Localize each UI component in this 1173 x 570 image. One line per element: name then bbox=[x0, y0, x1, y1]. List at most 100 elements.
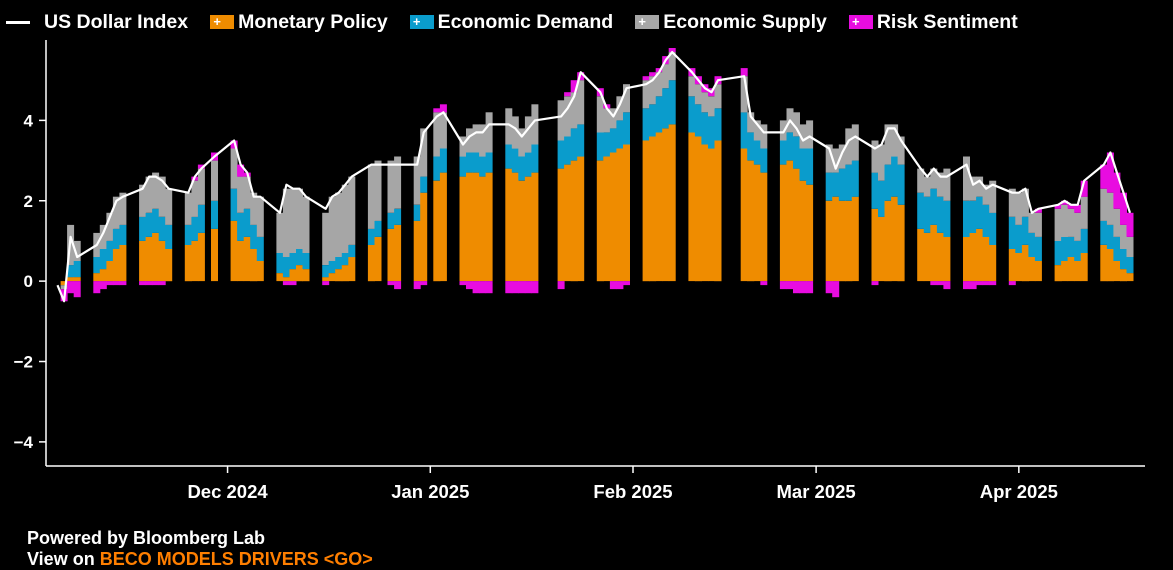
bar-economic-demand bbox=[943, 200, 951, 237]
bar-economic-supply bbox=[609, 108, 617, 129]
bar-economic-supply bbox=[557, 100, 565, 141]
bar-risk-sentiment bbox=[570, 80, 578, 93]
bar-monetary-policy bbox=[348, 257, 356, 282]
bar-economic-supply bbox=[1100, 188, 1108, 221]
bar-monetary-policy bbox=[577, 156, 585, 282]
bar-economic-demand bbox=[505, 144, 513, 169]
bar-economic-supply bbox=[302, 196, 310, 253]
bar-risk-sentiment bbox=[1061, 200, 1069, 205]
bar-economic-supply bbox=[923, 176, 931, 197]
bar-economic-supply bbox=[524, 116, 532, 153]
bar-risk-sentiment bbox=[779, 281, 787, 290]
bar-monetary-policy bbox=[688, 132, 696, 282]
bar-monetary-policy bbox=[570, 160, 578, 282]
bar-economic-supply bbox=[374, 160, 382, 221]
bar-risk-sentiment bbox=[106, 281, 114, 286]
bar-monetary-policy bbox=[1113, 261, 1121, 282]
bar-monetary-policy bbox=[243, 236, 251, 282]
bar-monetary-policy bbox=[851, 196, 859, 282]
bar-economic-demand bbox=[1106, 224, 1114, 249]
bar-monetary-policy bbox=[1054, 265, 1062, 282]
bar-monetary-policy bbox=[603, 156, 611, 282]
bar-economic-supply bbox=[243, 176, 251, 209]
bar-monetary-policy bbox=[793, 168, 800, 282]
bar-economic-demand bbox=[165, 224, 173, 249]
bar-economic-supply bbox=[165, 188, 173, 225]
bar-risk-sentiment bbox=[1054, 204, 1062, 209]
bar-economic-demand bbox=[623, 112, 630, 145]
bar-economic-supply bbox=[740, 76, 748, 113]
bar-economic-demand bbox=[603, 132, 611, 157]
bar-economic-demand bbox=[871, 172, 879, 209]
bar-risk-sentiment bbox=[505, 281, 513, 294]
bar-economic-demand bbox=[433, 156, 441, 181]
bar-economic-demand bbox=[1034, 236, 1042, 261]
bar-economic-demand bbox=[73, 261, 81, 278]
bar-risk-sentiment bbox=[1106, 152, 1114, 193]
bar-monetary-policy bbox=[60, 281, 68, 286]
bar-economic-demand bbox=[779, 140, 787, 165]
bar-economic-supply bbox=[511, 116, 519, 149]
bar-economic-supply bbox=[943, 168, 951, 201]
footer: Powered by Bloomberg Lab View on BECO MO… bbox=[27, 528, 373, 570]
bar-economic-supply bbox=[799, 124, 807, 149]
bar-economic-demand bbox=[197, 204, 205, 233]
bar-economic-demand bbox=[845, 164, 853, 201]
usd-index-line-layer bbox=[56, 50, 1132, 303]
bar-monetary-policy bbox=[67, 277, 75, 282]
bar-risk-sentiment bbox=[943, 281, 951, 290]
x-tick-label: Feb 2025 bbox=[593, 481, 672, 502]
y-tick-label: 0 bbox=[24, 272, 33, 291]
bar-monetary-policy bbox=[191, 240, 199, 282]
bar-economic-supply bbox=[158, 176, 166, 217]
bar-economic-demand bbox=[616, 120, 624, 149]
beco-command-link[interactable]: BECO MODELS DRIVERS <GO> bbox=[99, 549, 373, 569]
bar-risk-sentiment bbox=[531, 281, 539, 294]
bar-economic-supply bbox=[505, 108, 513, 145]
bar-economic-demand bbox=[1061, 236, 1069, 261]
bar-monetary-policy bbox=[825, 200, 833, 282]
bar-risk-sentiment bbox=[969, 281, 977, 290]
bar-economic-supply bbox=[884, 124, 892, 165]
bar-monetary-policy bbox=[891, 196, 899, 282]
bar-risk-sentiment bbox=[871, 281, 879, 286]
bar-monetary-policy bbox=[250, 249, 258, 282]
bar-economic-demand bbox=[1074, 240, 1082, 261]
bar-economic-demand bbox=[747, 132, 755, 161]
bar-economic-demand bbox=[793, 136, 800, 169]
bar-economic-demand bbox=[243, 208, 251, 237]
bar-monetary-policy bbox=[106, 261, 114, 282]
y-tick-label: −4 bbox=[14, 433, 34, 452]
line-swatch-icon bbox=[6, 20, 30, 24]
bar-economic-supply bbox=[596, 96, 604, 133]
bar-risk-sentiment bbox=[982, 281, 990, 286]
bar-monetary-policy bbox=[296, 265, 303, 282]
bar-economic-supply bbox=[694, 84, 702, 105]
bar-economic-supply bbox=[367, 164, 375, 229]
legend-item-economic-supply: + Economic Supply bbox=[635, 11, 827, 34]
economic-demand-swatch-icon: + bbox=[409, 15, 434, 29]
bar-economic-supply bbox=[1008, 188, 1016, 217]
bar-economic-supply bbox=[976, 176, 984, 197]
bar-monetary-policy bbox=[701, 144, 709, 282]
bar-monetary-policy bbox=[989, 245, 997, 282]
bar-monetary-policy bbox=[871, 208, 879, 282]
bar-economic-demand bbox=[936, 196, 944, 233]
bar-economic-supply bbox=[139, 184, 147, 217]
bar-risk-sentiment bbox=[433, 108, 441, 113]
bar-risk-sentiment bbox=[112, 281, 120, 286]
bar-economic-demand bbox=[806, 148, 814, 185]
bar-economic-supply bbox=[1106, 192, 1114, 225]
bar-risk-sentiment bbox=[420, 281, 428, 286]
bar-economic-supply bbox=[106, 212, 114, 241]
bar-monetary-policy bbox=[845, 200, 853, 282]
bar-risk-sentiment bbox=[1120, 192, 1127, 225]
bar-economic-supply bbox=[60, 285, 68, 290]
bar-economic-demand bbox=[322, 265, 330, 278]
bar-economic-demand bbox=[335, 257, 343, 270]
bar-economic-demand bbox=[511, 148, 519, 173]
bar-economic-supply bbox=[191, 180, 199, 217]
bar-monetary-policy bbox=[884, 200, 892, 282]
bar-monetary-policy bbox=[760, 172, 768, 282]
bar-risk-sentiment bbox=[623, 281, 630, 286]
